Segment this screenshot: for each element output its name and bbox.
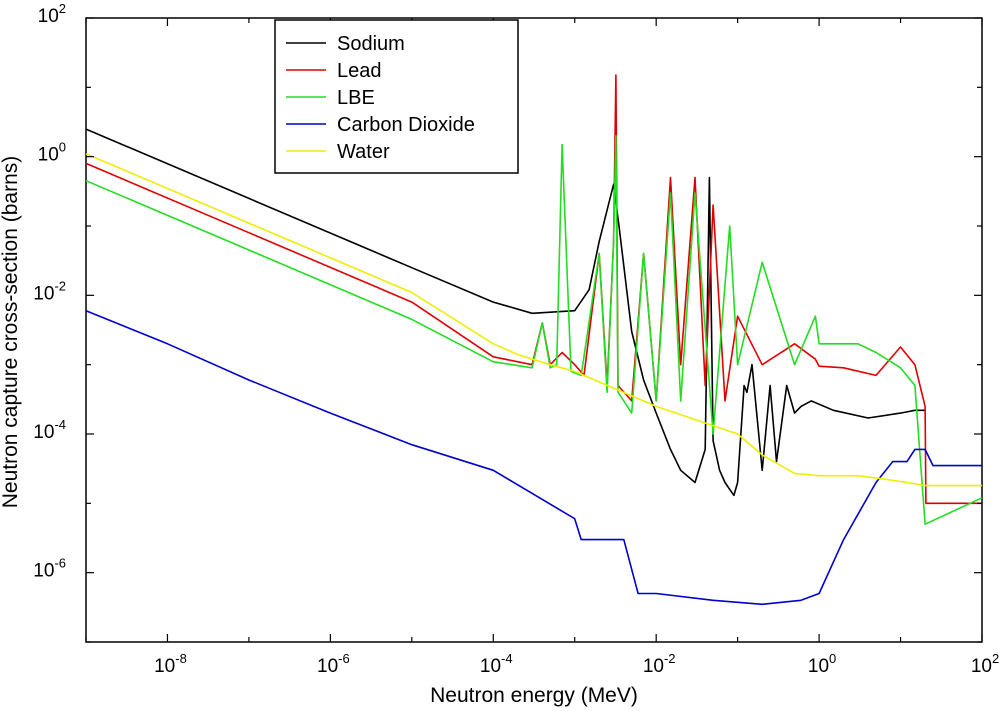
y-tick-label: 102: [38, 1, 66, 27]
plot-area: [85, 17, 983, 643]
series-line-3: [85, 309, 982, 606]
series-layer: [85, 74, 983, 606]
y-tick-label: 100: [38, 140, 66, 166]
legend-label-4: Water: [337, 141, 390, 163]
y-tick-label: 10-4: [33, 417, 66, 443]
legend: Sodium Lead LBE Carbon Dioxide Water: [274, 19, 519, 174]
legend-label-3: Carbon Dioxide: [337, 114, 475, 136]
series-line-2: [85, 135, 983, 525]
y-tick-label: 10-6: [33, 556, 66, 582]
x-tick-label: 10-4: [480, 651, 513, 677]
x-tick-label: 100: [808, 651, 836, 677]
x-tick-label: 10-8: [154, 651, 187, 677]
series-line-4: [85, 153, 982, 487]
x-tick-label: 10-2: [643, 651, 676, 677]
legend-label-0: Sodium: [337, 33, 405, 55]
legend-label-2: LBE: [337, 87, 375, 109]
series-line-0: [85, 128, 926, 497]
y-axis-title: Neutron capture cross-section (barns): [0, 156, 22, 508]
tick-label-layer: 10-8 10-6 10-4 10-2 100 102 10-6 10-4 10-2 100 102: [33, 1, 999, 677]
y-tick-label: 10-2: [33, 278, 66, 304]
x-axis-title: Neutron energy (MeV): [430, 684, 638, 707]
x-tick-label: 102: [971, 651, 999, 677]
x-tick-label: 10-6: [317, 651, 350, 677]
legend-label-1: Lead: [337, 60, 382, 82]
